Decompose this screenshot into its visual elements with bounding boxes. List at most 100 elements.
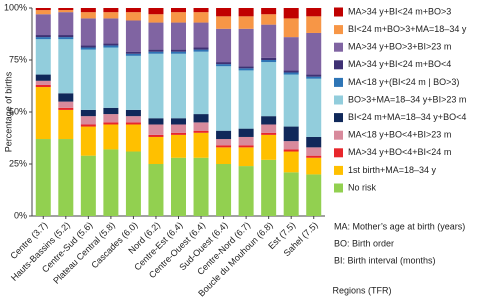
legend-swatch — [334, 148, 343, 158]
bar-segment — [283, 126, 299, 142]
x-axis-title: Regions (TFR) — [332, 285, 391, 295]
y-tick-label: 25% — [9, 158, 27, 168]
bar-segment — [171, 22, 186, 50]
bar-segment — [171, 8, 186, 13]
bar-segment — [283, 149, 299, 152]
bar-segment — [193, 130, 209, 133]
bar-segment — [216, 164, 232, 216]
bar-segment — [103, 18, 119, 44]
bar-segment — [283, 172, 299, 216]
bar-segment — [148, 118, 164, 125]
legend-swatch — [334, 42, 343, 52]
y-tick-label: 50% — [9, 106, 27, 116]
bar-segment — [238, 70, 254, 129]
bar-segment — [216, 62, 232, 65]
legend-note: BO: Birth order — [334, 238, 394, 248]
bar-segment — [306, 8, 322, 17]
legend-swatch — [334, 130, 343, 140]
bar-segment — [35, 35, 51, 38]
bar-segment — [35, 8, 51, 11]
bar-segment — [193, 22, 209, 48]
bar-segment — [58, 93, 74, 102]
legend-label: MA<18 y+(BI<24 m | BO>3) — [348, 77, 459, 87]
bar-segment — [148, 14, 164, 23]
bar-segment — [35, 80, 51, 85]
bar-segment — [261, 14, 277, 25]
bar-segment — [58, 12, 74, 36]
bar-segment — [103, 124, 119, 150]
bar-segment — [125, 8, 141, 13]
bar-segment — [306, 174, 322, 216]
bar-segment — [193, 132, 209, 158]
legend-label: MA>34 y+BI<24 m+BO>3 — [348, 6, 451, 16]
bar-segment — [35, 139, 51, 216]
legend-note: BI: Birth interval (months) — [334, 255, 436, 265]
bar-segment — [58, 101, 74, 108]
legend-swatch — [334, 183, 343, 193]
bar-segment — [306, 76, 322, 79]
bar-segment — [80, 18, 96, 46]
bar-segment — [261, 60, 277, 63]
bar-segment — [35, 39, 51, 75]
bar-segment — [193, 8, 209, 13]
bar-segment — [306, 136, 322, 148]
bar-segment — [103, 114, 119, 123]
bar-segment — [306, 157, 322, 175]
bar-segment — [171, 124, 186, 133]
bar-segment — [125, 109, 141, 117]
bar-segment — [58, 109, 74, 140]
bar-segment — [261, 116, 277, 125]
bar-segment — [80, 116, 96, 125]
bar-segment — [80, 45, 96, 48]
bar-segment — [193, 49, 209, 52]
bar-segment — [216, 66, 232, 131]
bar-segment — [35, 37, 51, 40]
bar-segment — [261, 62, 277, 117]
legend-swatch — [334, 95, 343, 105]
bar-segment — [306, 32, 322, 75]
bar-segment — [125, 20, 141, 52]
bar-segment — [193, 12, 209, 23]
bar-segment — [148, 51, 164, 54]
bar-segment — [35, 10, 51, 15]
bar-segment — [103, 8, 119, 13]
bar-segment — [261, 132, 277, 135]
bar-segment — [306, 74, 322, 77]
bar-segment — [283, 72, 299, 75]
bar-segment — [103, 43, 119, 46]
legend-label: BI<24 m+MA=18–34 y+BO<4 — [348, 112, 466, 122]
legend-label: BI<24 m+BO>3+MA=18–34 y — [348, 24, 467, 34]
bar-segment — [193, 114, 209, 123]
bar-segment — [216, 139, 232, 146]
bar-segment — [171, 157, 186, 216]
legend-label: BO>3+MA=18–34 y+BI>23 m — [348, 94, 466, 104]
bar-segment — [283, 141, 299, 150]
bar-segment — [103, 122, 119, 125]
bar-segment — [35, 14, 51, 36]
bar-segment — [171, 51, 186, 54]
bar-segment — [238, 136, 254, 146]
bar-segment — [58, 37, 74, 40]
legend-swatch — [334, 77, 343, 87]
legend-note: MA: Mother’s age at birth (years) — [334, 221, 465, 231]
bar-segment — [171, 134, 186, 158]
bar-segment — [103, 149, 119, 216]
bar-segment — [125, 12, 141, 21]
legend-swatch — [334, 113, 343, 123]
bar-segment — [193, 157, 209, 216]
bar-segment — [261, 134, 277, 160]
bar-segment — [283, 74, 299, 127]
bar-segment — [238, 147, 254, 167]
bar-segment — [35, 87, 51, 140]
bar-segment — [148, 164, 164, 216]
legend-label: No risk — [348, 182, 377, 192]
bar-segment — [125, 53, 141, 56]
bar-segment — [35, 84, 51, 88]
bar-segment — [261, 57, 277, 60]
bar-segment — [238, 145, 254, 148]
bar-segment — [58, 107, 74, 110]
bar-segment — [125, 122, 141, 125]
bar-segment — [125, 151, 141, 216]
bar-segment — [148, 49, 164, 52]
bar-segment — [103, 107, 119, 115]
